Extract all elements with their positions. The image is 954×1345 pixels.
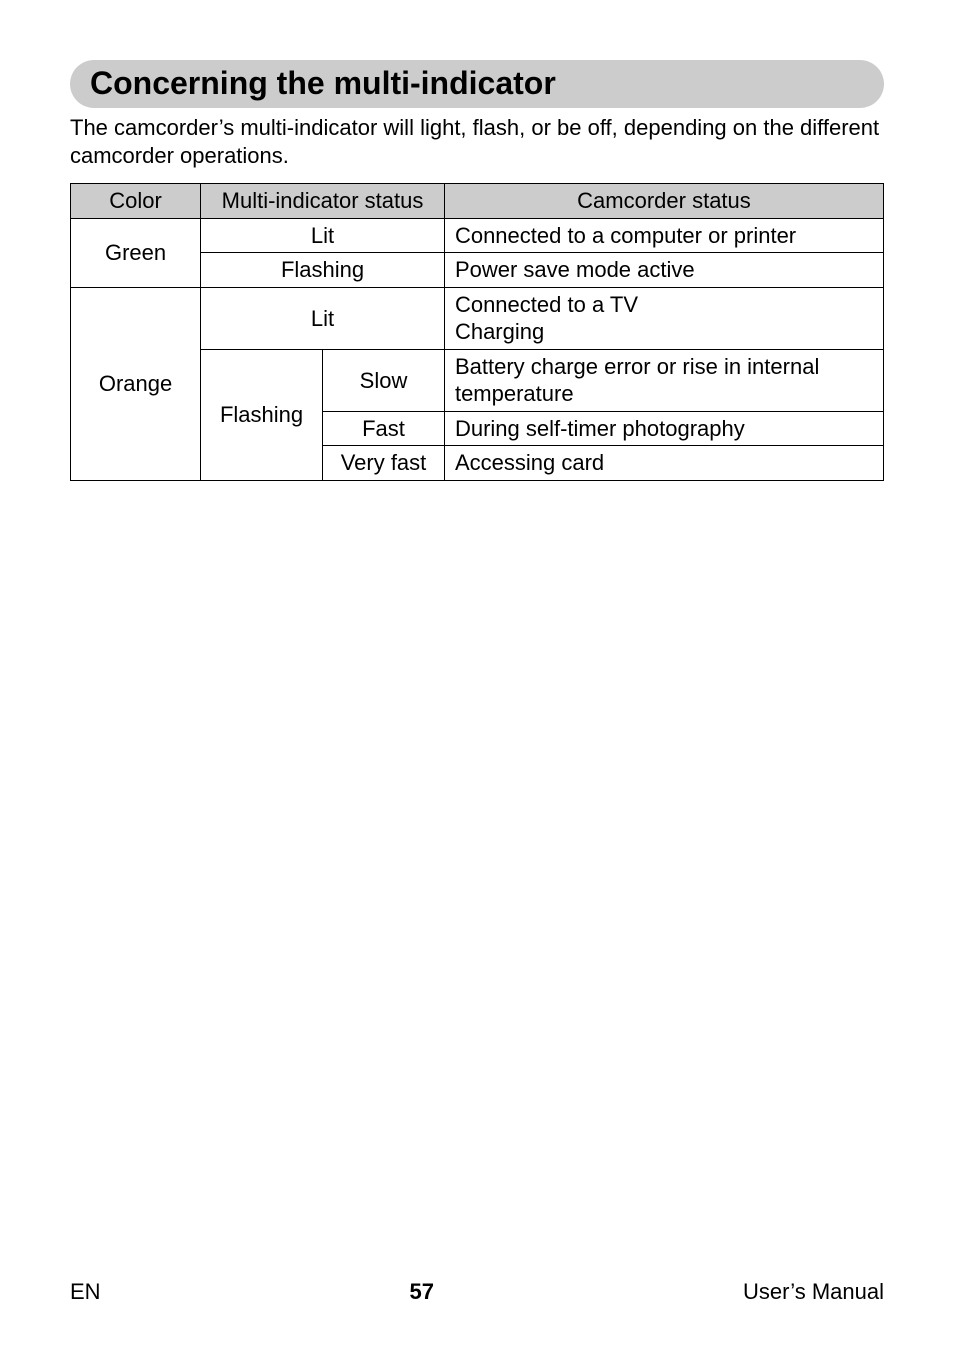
cell-orange-fast-camcorder: During self-timer photography xyxy=(444,411,883,446)
col-header-camcorder-status: Camcorder status xyxy=(444,184,883,219)
footer-left: EN xyxy=(70,1279,101,1305)
section-heading-container: Concerning the multi-indicator xyxy=(70,60,884,108)
cell-green-flashing-status: Flashing xyxy=(201,253,445,288)
table-header-row: Color Multi-indicator status Camcorder s… xyxy=(71,184,884,219)
cell-orange-flashing-label: Flashing xyxy=(201,349,323,480)
cell-orange-lit-camcorder-line1: Connected to a TV xyxy=(455,292,638,317)
cell-green-lit-status: Lit xyxy=(201,218,445,253)
cell-color-green: Green xyxy=(71,218,201,287)
cell-green-lit-camcorder: Connected to a computer or printer xyxy=(444,218,883,253)
cell-orange-slow-speed: Slow xyxy=(323,349,445,411)
cell-color-orange: Orange xyxy=(71,287,201,480)
cell-orange-slow-camcorder: Battery charge error or rise in internal… xyxy=(444,349,883,411)
section-heading: Concerning the multi-indicator xyxy=(90,64,864,102)
cell-orange-fast-speed: Fast xyxy=(323,411,445,446)
footer-right: User’s Manual xyxy=(743,1279,884,1305)
cell-green-flashing-camcorder: Power save mode active xyxy=(444,253,883,288)
table-row: Orange Lit Connected to a TV Charging xyxy=(71,287,884,349)
cell-orange-lit-status: Lit xyxy=(201,287,445,349)
col-header-color: Color xyxy=(71,184,201,219)
page-footer: EN 57 User’s Manual xyxy=(70,1279,884,1305)
cell-orange-lit-camcorder-line2: Charging xyxy=(455,319,544,344)
cell-orange-lit-camcorder: Connected to a TV Charging xyxy=(444,287,883,349)
cell-orange-veryfast-camcorder: Accessing card xyxy=(444,446,883,481)
multi-indicator-table: Color Multi-indicator status Camcorder s… xyxy=(70,183,884,481)
table-row: Green Lit Connected to a computer or pri… xyxy=(71,218,884,253)
footer-page-number: 57 xyxy=(410,1279,434,1305)
cell-orange-veryfast-speed: Very fast xyxy=(323,446,445,481)
col-header-multi-indicator-status: Multi-indicator status xyxy=(201,184,445,219)
intro-paragraph: The camcorder’s multi-indicator will lig… xyxy=(70,114,884,169)
